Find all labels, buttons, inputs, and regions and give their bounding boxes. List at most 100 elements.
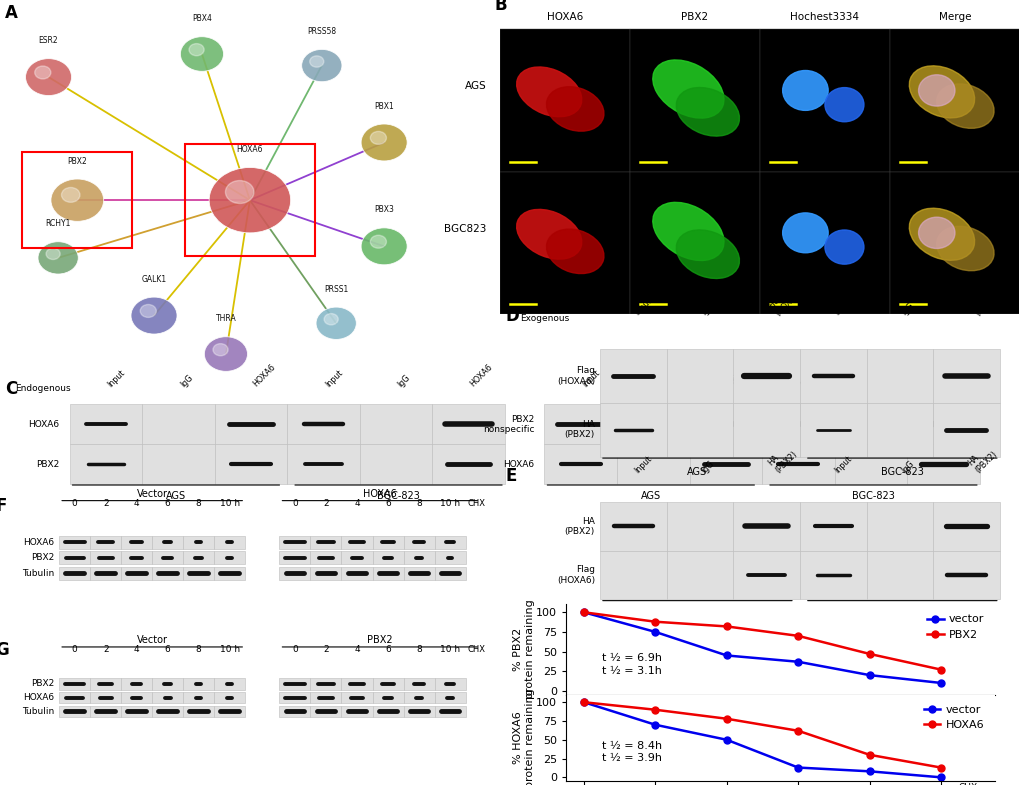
Ellipse shape	[918, 75, 954, 106]
HOXA6	[720, 714, 733, 724]
Text: BGC823: BGC823	[444, 224, 486, 234]
Bar	[214, 536, 245, 549]
Bar	[761, 444, 834, 484]
Bar	[287, 404, 360, 444]
HOXA6	[649, 705, 661, 714]
Bar	[214, 551, 245, 564]
Y-axis label: % HOXA6
protein remaining: % HOXA6 protein remaining	[513, 688, 534, 785]
Bar	[90, 706, 121, 717]
Text: PBX3: PBX3	[374, 206, 393, 214]
Bar	[214, 567, 245, 580]
Bar	[310, 706, 341, 717]
Bar	[59, 551, 90, 564]
Text: CHX: CHX	[958, 783, 977, 785]
Bar	[499, 29, 630, 172]
Text: 4: 4	[133, 499, 140, 508]
Bar	[341, 706, 372, 717]
Text: HOXA6: HOXA6	[236, 145, 263, 154]
Ellipse shape	[935, 226, 994, 271]
Bar	[214, 706, 245, 717]
Text: HOXA6: HOXA6	[546, 12, 583, 22]
Circle shape	[46, 248, 60, 260]
Ellipse shape	[935, 84, 994, 128]
Bar	[630, 172, 759, 314]
Text: PBX2
nonspecific: PBX2 nonspecific	[483, 414, 534, 434]
Bar	[372, 567, 404, 580]
Bar	[121, 536, 152, 549]
vector	[578, 608, 590, 617]
Bar	[341, 567, 372, 580]
Bar	[59, 567, 90, 580]
Text: t ½ = 3.9h: t ½ = 3.9h	[601, 753, 661, 763]
Circle shape	[302, 49, 341, 82]
Circle shape	[61, 188, 79, 203]
Line: HOXA6: HOXA6	[580, 699, 944, 771]
Text: BGC-823: BGC-823	[851, 491, 894, 502]
Ellipse shape	[517, 67, 581, 117]
Text: PBX2: PBX2	[37, 459, 59, 469]
Text: E: E	[504, 467, 516, 485]
Bar	[404, 692, 434, 703]
Circle shape	[370, 131, 386, 144]
Bar	[432, 444, 504, 484]
Bar	[341, 678, 372, 689]
Text: HOXA6: HOXA6	[251, 363, 277, 389]
Bar	[310, 551, 341, 564]
Bar	[689, 444, 761, 484]
Text: AGS: AGS	[640, 491, 660, 502]
Text: PBX2: PBX2	[67, 156, 87, 166]
Bar	[59, 536, 90, 549]
Text: PBX2: PBX2	[681, 12, 708, 22]
Circle shape	[213, 344, 228, 356]
Text: AGS: AGS	[687, 467, 707, 477]
vector	[720, 735, 733, 744]
HOXA6	[863, 750, 875, 760]
Text: 6: 6	[385, 499, 390, 508]
Bar	[906, 404, 979, 444]
Text: t ½ = 3.1h: t ½ = 3.1h	[601, 666, 661, 676]
Bar	[404, 551, 434, 564]
Text: 4: 4	[133, 644, 140, 654]
Ellipse shape	[918, 217, 954, 249]
Text: Input: Input	[633, 297, 653, 317]
PBX2	[934, 665, 947, 674]
Bar	[499, 172, 630, 314]
Bar	[759, 29, 889, 172]
Bar	[90, 536, 121, 549]
Bar	[214, 404, 287, 444]
Bar	[183, 567, 214, 580]
Text: CHX: CHX	[468, 499, 485, 508]
Text: IgG: IgG	[899, 301, 915, 317]
Circle shape	[324, 313, 338, 325]
Circle shape	[130, 297, 177, 334]
PBX2	[863, 649, 875, 659]
Ellipse shape	[782, 213, 827, 253]
Text: Input: Input	[580, 367, 601, 389]
vector	[863, 767, 875, 776]
Bar	[616, 404, 689, 444]
Bar	[834, 404, 906, 444]
Text: GALK1: GALK1	[142, 275, 166, 283]
Bar	[142, 404, 214, 444]
Text: Flag
(HOXA6): Flag (HOXA6)	[556, 367, 594, 386]
Text: Tubulin: Tubulin	[22, 569, 54, 578]
Bar	[372, 551, 404, 564]
Bar	[90, 551, 121, 564]
vector	[934, 772, 947, 782]
Line: vector: vector	[580, 699, 944, 781]
Bar	[152, 706, 183, 717]
Text: BGC-823: BGC-823	[880, 467, 923, 477]
Circle shape	[51, 179, 104, 221]
Ellipse shape	[824, 88, 863, 122]
Text: C: C	[5, 380, 17, 398]
Bar	[279, 567, 310, 580]
PBX2	[720, 622, 733, 631]
HOXA6	[934, 763, 947, 772]
Bar	[404, 706, 434, 717]
Bar	[185, 144, 314, 256]
Text: PBX1: PBX1	[374, 101, 393, 111]
Text: A: A	[5, 4, 18, 22]
Bar	[183, 706, 214, 717]
Circle shape	[25, 59, 71, 96]
Text: Input: Input	[833, 455, 853, 475]
